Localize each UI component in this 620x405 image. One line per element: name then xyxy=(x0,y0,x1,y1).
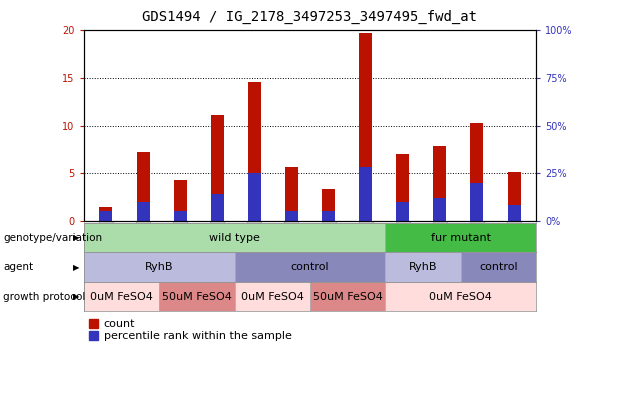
Bar xyxy=(99,211,112,221)
Bar xyxy=(471,123,484,221)
Bar xyxy=(508,205,521,221)
Text: GSM67648: GSM67648 xyxy=(138,223,148,275)
Text: ▶: ▶ xyxy=(73,233,79,242)
Text: 0uM FeSO4: 0uM FeSO4 xyxy=(241,292,304,302)
Bar xyxy=(461,252,536,282)
Text: wild type: wild type xyxy=(209,232,260,243)
Text: GSM67659: GSM67659 xyxy=(175,223,185,276)
Text: GSM67658: GSM67658 xyxy=(509,223,519,276)
Text: ▶: ▶ xyxy=(73,292,79,301)
Bar xyxy=(174,211,187,221)
Bar xyxy=(386,282,536,311)
Text: 0uM FeSO4: 0uM FeSO4 xyxy=(90,292,153,302)
Bar xyxy=(285,211,298,221)
Bar xyxy=(234,282,310,311)
Text: control: control xyxy=(479,262,518,272)
Legend: count, percentile rank within the sample: count, percentile rank within the sample xyxy=(89,319,291,341)
Text: genotype/variation: genotype/variation xyxy=(3,232,102,243)
Bar xyxy=(174,180,187,221)
Bar xyxy=(396,154,409,221)
Bar xyxy=(396,202,409,221)
Text: growth protocol: growth protocol xyxy=(3,292,86,302)
Text: GSM67657: GSM67657 xyxy=(472,223,482,276)
Text: GSM67656: GSM67656 xyxy=(435,223,445,276)
Text: GSM67660: GSM67660 xyxy=(212,223,222,275)
Bar xyxy=(471,183,484,221)
Bar xyxy=(136,202,149,221)
Text: control: control xyxy=(291,262,329,272)
Bar xyxy=(84,252,234,282)
Text: RyhB: RyhB xyxy=(145,262,174,272)
Bar xyxy=(211,194,224,221)
Bar xyxy=(159,282,234,311)
Text: ▶: ▶ xyxy=(73,262,79,272)
Bar xyxy=(386,252,461,282)
Text: GSM67655: GSM67655 xyxy=(398,223,408,276)
Text: 50uM FeSO4: 50uM FeSO4 xyxy=(312,292,383,302)
Text: GSM67665: GSM67665 xyxy=(361,223,371,276)
Bar xyxy=(99,207,112,221)
Text: GSM67663: GSM67663 xyxy=(324,223,334,275)
Text: 50uM FeSO4: 50uM FeSO4 xyxy=(162,292,232,302)
Bar xyxy=(322,211,335,221)
Bar xyxy=(84,282,159,311)
Text: agent: agent xyxy=(3,262,33,272)
Bar xyxy=(322,189,335,221)
Bar xyxy=(359,33,372,221)
Bar xyxy=(211,115,224,221)
Bar xyxy=(285,167,298,221)
Bar xyxy=(508,172,521,221)
Text: 0uM FeSO4: 0uM FeSO4 xyxy=(430,292,492,302)
Bar xyxy=(433,198,446,221)
Bar xyxy=(248,82,261,221)
Bar xyxy=(136,152,149,221)
Text: RyhB: RyhB xyxy=(409,262,437,272)
Text: GSM67647: GSM67647 xyxy=(101,223,111,276)
Bar xyxy=(248,173,261,221)
Bar xyxy=(359,167,372,221)
Bar xyxy=(433,147,446,221)
Text: GSM67652: GSM67652 xyxy=(286,223,296,276)
Bar xyxy=(310,282,386,311)
Text: fur mutant: fur mutant xyxy=(431,232,491,243)
Bar xyxy=(386,223,536,252)
Text: GSM67651: GSM67651 xyxy=(249,223,259,276)
Bar xyxy=(84,223,386,252)
Bar xyxy=(234,252,386,282)
Text: GDS1494 / IG_2178_3497253_3497495_fwd_at: GDS1494 / IG_2178_3497253_3497495_fwd_at xyxy=(143,10,477,24)
